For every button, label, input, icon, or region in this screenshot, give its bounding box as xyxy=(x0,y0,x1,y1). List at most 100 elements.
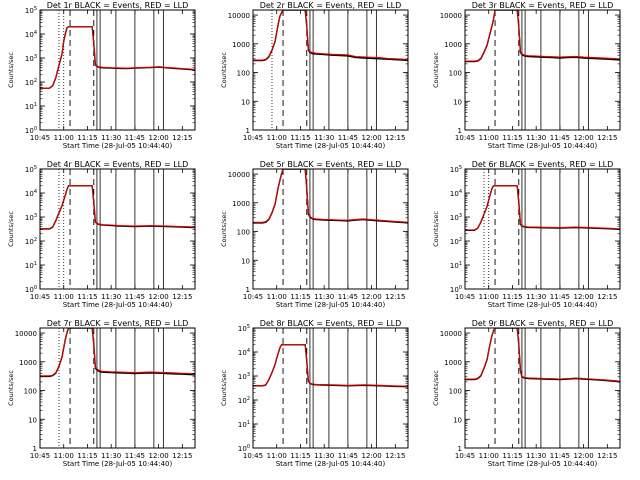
series-line-lld xyxy=(40,26,195,89)
x-tick-label: 12:00 xyxy=(149,452,169,460)
x-tick-label: 11:15 xyxy=(290,293,310,301)
chart-panel-6: Det 6r BLACK = Events, RED = LLD 10:45 11:… xyxy=(432,160,621,309)
x-tick-label: 12:00 xyxy=(574,452,594,460)
y-tick-label: 100 xyxy=(25,126,37,135)
chart-title: Det 1r BLACK = Events, RED = LLD xyxy=(47,1,189,10)
plot-frame xyxy=(464,168,621,290)
y-tick-label: 100 xyxy=(237,70,250,78)
y-tick-label: 101 xyxy=(25,261,37,270)
plot-frame xyxy=(252,327,409,449)
y-tick-label: 102 xyxy=(25,78,37,87)
x-tick-label: 11:00 xyxy=(54,452,74,460)
x-tick-label: 11:15 xyxy=(290,452,310,460)
series-line-lld xyxy=(253,169,408,223)
y-tick-label: 100 xyxy=(450,285,462,294)
y-tick-label: 100 xyxy=(25,285,37,294)
x-axis-label: Start Time (28-Jul-05 10:44:40) xyxy=(63,460,173,468)
x-tick-label: 12:15 xyxy=(172,134,192,142)
y-axis-label: Counts/sec xyxy=(220,370,228,406)
x-tick-label: 12:00 xyxy=(574,134,594,142)
y-tick-label: 102 xyxy=(450,237,462,246)
y-tick-label: 100 xyxy=(24,388,37,396)
x-tick-label: 12:00 xyxy=(362,452,382,460)
y-tick-label: 105 xyxy=(450,165,462,174)
chart-title: Det 7r BLACK = Events, RED = LLD xyxy=(47,319,189,328)
y-tick-label: 1000 xyxy=(19,359,37,367)
x-tick-label: 10:45 xyxy=(243,134,263,142)
y-tick-label: 100 xyxy=(237,229,250,237)
y-tick-label: 101 xyxy=(450,261,462,270)
chart-title: Det 6r BLACK = Events, RED = LLD xyxy=(472,160,614,169)
y-tick-label: 104 xyxy=(450,189,462,198)
x-tick-label: 11:00 xyxy=(479,293,499,301)
x-axis-label: Start Time (28-Jul-05 10:44:40) xyxy=(276,142,386,150)
series-line-events xyxy=(40,26,195,89)
x-tick-label: 11:00 xyxy=(267,452,287,460)
y-tick-label: 104 xyxy=(25,189,37,198)
x-axis-label: Start Time (28-Jul-05 10:44:40) xyxy=(488,142,598,150)
chart-panel-1: Det 1r BLACK = Events, RED = LLD 10:45 11:… xyxy=(7,1,196,150)
y-tick-label: 10000 xyxy=(440,12,462,20)
x-tick-label: 10:45 xyxy=(30,452,50,460)
y-axis-label: Counts/sec xyxy=(220,52,228,88)
x-tick-label: 12:15 xyxy=(597,134,617,142)
x-tick-label: 12:15 xyxy=(597,452,617,460)
y-tick-label: 105 xyxy=(25,6,37,15)
x-tick-label: 11:30 xyxy=(314,134,334,142)
plot-frame xyxy=(39,327,196,449)
chart-panel-2: Det 2r BLACK = Events, RED = LLD 10:45 11:… xyxy=(220,1,409,150)
x-tick-label: 11:30 xyxy=(101,134,121,142)
x-tick-label: 11:30 xyxy=(314,452,334,460)
x-tick-label: 11:00 xyxy=(54,293,74,301)
x-axis-label: Start Time (28-Jul-05 10:44:40) xyxy=(63,301,173,309)
chart-title: Det 9r BLACK = Events, RED = LLD xyxy=(472,319,614,328)
x-tick-label: 11:45 xyxy=(125,293,145,301)
y-tick-label: 10000 xyxy=(228,12,250,20)
y-axis-label: Counts/sec xyxy=(7,370,15,406)
chart-panel-8: Det 8r BLACK = Events, RED = LLD 10:45 11:… xyxy=(220,319,409,468)
y-tick-label: 100 xyxy=(449,388,462,396)
x-tick-label: 11:00 xyxy=(479,452,499,460)
chart-title: Det 4r BLACK = Events, RED = LLD xyxy=(47,160,189,169)
chart-panel-9: Det 9r BLACK = Events, RED = LLD 10:45 11:… xyxy=(432,319,621,468)
x-tick-label: 11:45 xyxy=(338,293,358,301)
x-tick-label: 11:30 xyxy=(526,452,546,460)
y-tick-label: 10 xyxy=(453,416,462,424)
series-line-lld xyxy=(253,344,408,387)
x-tick-label: 11:15 xyxy=(502,293,522,301)
series-line-events xyxy=(465,10,620,63)
y-tick-label: 1000 xyxy=(232,41,250,49)
x-tick-label: 10:45 xyxy=(455,293,475,301)
plot-frame xyxy=(39,168,196,290)
y-tick-label: 1000 xyxy=(232,200,250,208)
y-tick-label: 103 xyxy=(450,213,462,222)
y-tick-label: 104 xyxy=(25,30,37,39)
y-tick-label: 102 xyxy=(238,396,250,405)
x-tick-label: 11:45 xyxy=(125,134,145,142)
y-tick-label: 104 xyxy=(238,348,250,357)
y-tick-label: 10000 xyxy=(440,330,462,338)
y-axis-label: Counts/sec xyxy=(432,370,440,406)
x-tick-label: 11:45 xyxy=(338,452,358,460)
y-tick-label: 105 xyxy=(238,324,250,333)
x-tick-label: 11:45 xyxy=(338,134,358,142)
x-tick-label: 11:00 xyxy=(479,134,499,142)
x-tick-label: 12:15 xyxy=(172,293,192,301)
y-tick-label: 1 xyxy=(33,445,37,453)
x-tick-label: 12:00 xyxy=(149,293,169,301)
y-tick-label: 1 xyxy=(246,127,250,135)
x-axis-label: Start Time (28-Jul-05 10:44:40) xyxy=(488,301,598,309)
chart-title: Det 2r BLACK = Events, RED = LLD xyxy=(260,1,402,10)
x-tick-label: 12:15 xyxy=(385,134,405,142)
y-tick-label: 10000 xyxy=(15,330,37,338)
series-line-lld xyxy=(465,185,620,231)
x-tick-label: 11:30 xyxy=(526,134,546,142)
series-line-lld xyxy=(40,328,195,377)
y-tick-label: 1 xyxy=(458,127,462,135)
x-tick-label: 11:45 xyxy=(550,134,570,142)
chart-panel-7: Det 7r BLACK = Events, RED = LLD 10:45 11:… xyxy=(7,319,196,468)
y-tick-label: 1000 xyxy=(444,41,462,49)
x-axis-label: Start Time (28-Jul-05 10:44:40) xyxy=(488,460,598,468)
y-tick-label: 1 xyxy=(458,445,462,453)
